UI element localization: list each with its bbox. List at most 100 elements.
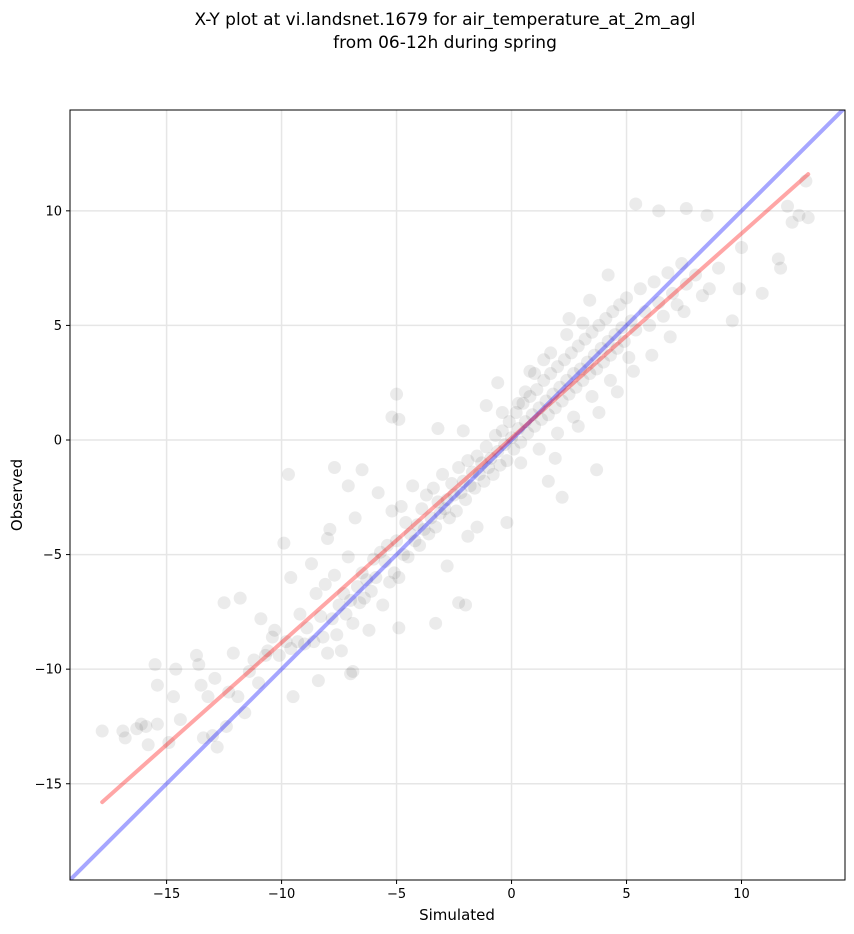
scatter-point <box>702 282 716 296</box>
scatter-point <box>314 609 328 623</box>
scatter-points <box>95 174 815 754</box>
scatter-point <box>254 612 268 626</box>
scatter-point <box>323 522 337 536</box>
scatter-point <box>534 412 548 426</box>
scatter-point <box>801 211 815 225</box>
scatter-point <box>380 538 394 552</box>
scatter-point <box>456 474 470 488</box>
scatter-point <box>555 394 569 408</box>
scatter-point <box>327 461 341 474</box>
scatter-point <box>362 623 376 637</box>
scatter-point <box>670 298 684 312</box>
scatter-point <box>390 387 404 401</box>
scatter-point <box>456 424 470 438</box>
scatter-point <box>332 598 346 612</box>
regression-line <box>100 172 811 805</box>
scatter-point <box>608 328 622 342</box>
scatter-point <box>150 717 164 731</box>
scatter-point <box>576 373 590 387</box>
scatter-point <box>325 612 339 626</box>
scatter-point <box>560 328 574 342</box>
scatter-point <box>339 607 353 621</box>
scatter-point <box>647 275 661 289</box>
scatter-point <box>732 282 746 296</box>
scatter-point <box>217 596 231 610</box>
scatter-point <box>652 296 666 309</box>
scatter-point <box>525 408 539 422</box>
scatter-point <box>645 348 659 362</box>
scatter-point <box>562 312 576 326</box>
scatter-point <box>166 690 180 704</box>
scatter-point <box>587 348 601 362</box>
scatter-point <box>557 353 571 367</box>
scatter-point <box>242 664 256 678</box>
scatter-point <box>615 321 629 335</box>
x-axis-label: Simulated <box>419 906 495 924</box>
scatter-point <box>95 724 109 738</box>
scatter-point <box>210 740 224 754</box>
scatter-point <box>463 479 477 493</box>
scatter-point <box>321 532 335 546</box>
scatter-point <box>130 722 144 736</box>
scatter-point <box>500 516 514 529</box>
scatter-point <box>327 568 341 582</box>
scatter-point <box>316 630 330 644</box>
scatter-point <box>173 713 187 727</box>
reference-lines <box>70 110 845 880</box>
scatter-point <box>300 621 314 635</box>
scatter-point <box>284 642 298 656</box>
scatter-point <box>601 268 615 282</box>
scatter-point <box>617 334 631 348</box>
scatter-point <box>622 351 636 364</box>
scatter-point <box>284 571 298 584</box>
scatter-point <box>348 511 362 525</box>
chart-title-line-1: X-Y plot at vi.landsnet.1679 for air_tem… <box>194 10 695 30</box>
y-tick-label: 5 <box>54 319 62 334</box>
scatter-point <box>440 559 454 573</box>
scatter-point <box>666 286 680 300</box>
scatter-point <box>291 635 305 649</box>
scatter-point <box>486 467 500 481</box>
scatter-point <box>433 506 447 520</box>
scatter-point <box>419 488 433 502</box>
scatter-point <box>677 305 691 319</box>
scatter-point <box>431 422 445 436</box>
scatter-point <box>261 644 275 658</box>
x-tick-label: 0 <box>507 887 515 902</box>
scatter-point <box>337 587 351 601</box>
scatter-point <box>530 383 544 397</box>
scatter-point <box>495 424 509 438</box>
scatter-point <box>511 396 525 410</box>
scatter-point <box>514 456 528 470</box>
grid-lines <box>70 110 845 880</box>
scatter-point <box>590 362 604 376</box>
scatter-point <box>298 637 312 651</box>
scatter-point <box>341 550 355 564</box>
scatter-point <box>562 387 576 401</box>
scatter-point <box>436 467 450 481</box>
scatter-point <box>518 415 532 429</box>
scatter-point <box>376 598 390 612</box>
scatter-point <box>353 596 367 610</box>
scatter-point <box>357 591 371 605</box>
scatter-point <box>408 534 422 548</box>
scatter-point <box>281 467 295 481</box>
scatter-point <box>429 520 443 534</box>
scatter-point <box>781 199 795 213</box>
scatter-point <box>500 454 514 468</box>
scatter-point <box>238 706 252 720</box>
scatter-point <box>390 534 404 548</box>
scatter-point <box>279 635 293 649</box>
scatter-point <box>286 690 300 704</box>
scatter-point <box>521 426 535 440</box>
scatter-point <box>233 591 247 605</box>
scatter-point <box>585 325 599 339</box>
scatter-point <box>226 646 240 660</box>
scatter-point <box>597 355 611 369</box>
scatter-point <box>725 314 739 328</box>
scatter-point <box>265 630 279 644</box>
scatter-point <box>449 504 463 518</box>
scatter-point <box>652 204 666 218</box>
y-tick-label: −10 <box>35 663 62 678</box>
scatter-point <box>603 348 617 362</box>
